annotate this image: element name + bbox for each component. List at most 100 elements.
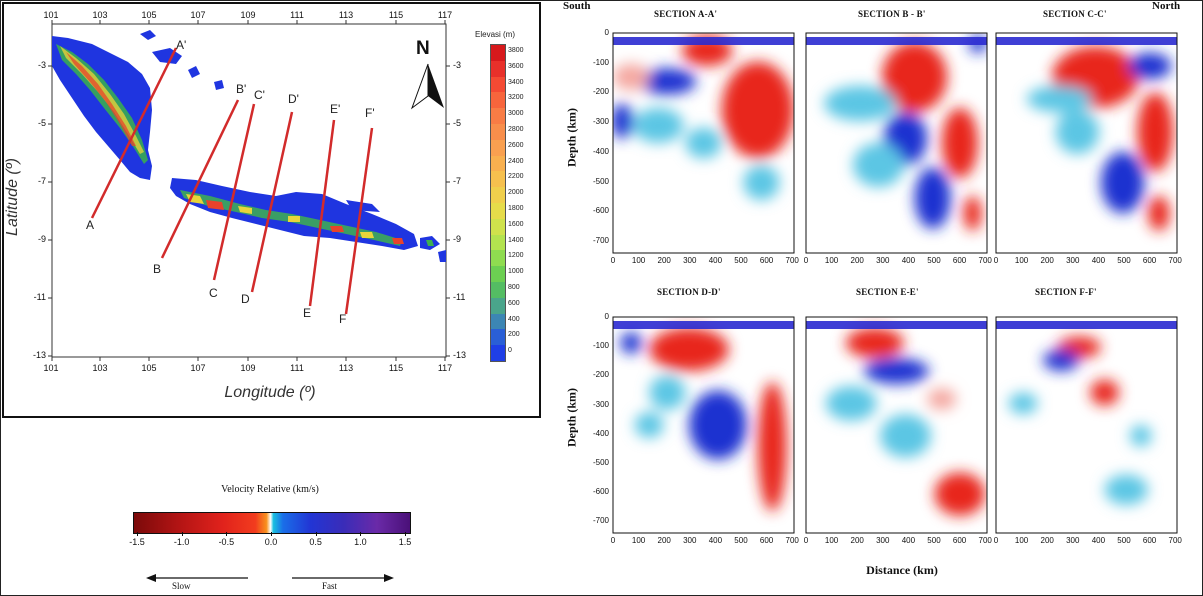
elev-swatch: [491, 60, 505, 78]
section-ytick: -400: [592, 146, 609, 156]
velocity-anomaly: [632, 107, 684, 143]
north-label-sections: North: [1152, 0, 1181, 12]
elev-swatch: [491, 234, 505, 251]
profile-label-d: D: [241, 292, 250, 306]
section-xtick: 100: [1014, 256, 1029, 265]
velocity-tick-label: -1.5: [129, 537, 145, 547]
section-ytick: -700: [592, 516, 609, 526]
elev-tick-label: 1600: [508, 220, 524, 228]
map-xtick-top-8: 117: [437, 10, 453, 20]
elev-swatch: [491, 155, 505, 172]
elev-tick-label: 2800: [508, 125, 524, 133]
elev-tick-label: 200: [508, 331, 520, 339]
elev-tick-label: 1400: [508, 236, 524, 244]
map-xtick-top-7: 115: [388, 10, 404, 20]
section-frame: [612, 316, 795, 534]
map-ytick-2: -7: [37, 176, 46, 186]
elev-tick-label: 800: [508, 283, 520, 291]
map-ytick-5: -13: [32, 350, 46, 360]
section-panel: [612, 316, 795, 534]
map-xtick-top-5: 111: [290, 10, 304, 20]
section-xtick: 400: [1091, 536, 1106, 545]
profile-line-f: [344, 127, 374, 315]
section-xtick: 400: [901, 536, 916, 545]
velocity-anomaly: [743, 165, 780, 201]
section-xtick: 200: [657, 536, 671, 545]
left-arrow-icon: [146, 574, 156, 582]
velocity-tick-mark: [181, 532, 183, 536]
velocity-anomaly: [1148, 195, 1170, 231]
velocity-anomaly: [934, 472, 986, 516]
velocity-anomaly: [634, 412, 664, 438]
section-frame: [995, 316, 1178, 534]
elev-tick-label: 1000: [508, 268, 524, 276]
velocity-tick-label: 0.0: [264, 537, 278, 547]
profile-line-b: [160, 99, 240, 259]
profile-label-f-prime: F': [365, 106, 375, 120]
section-xtick: 500: [734, 536, 748, 545]
map-xtick-top-1: 103: [92, 10, 108, 20]
section-ytick: -200: [592, 87, 609, 97]
elev-tick-label: 3600: [508, 62, 524, 70]
elev-tick-label: 1200: [508, 252, 524, 260]
profile-line-e: [308, 119, 336, 307]
section-xtick: 500: [927, 536, 941, 545]
elev-swatch: [491, 124, 505, 141]
velocity-anomaly: [882, 41, 948, 113]
profile-label-b: B: [153, 262, 162, 276]
map-ticks: [48, 20, 450, 361]
section-xtick: 200: [1040, 256, 1054, 265]
elev-tick-label: 600: [508, 299, 520, 307]
profile-label-b-prime: B': [236, 82, 247, 96]
elev-swatch: [491, 266, 505, 283]
section-xtick: 400: [1091, 256, 1106, 265]
section-xtick: 600: [759, 256, 774, 265]
map-xtick-top-4: 109: [240, 10, 256, 20]
velocity-tick-list: -1.5 -1.0 -0.5 0.0 0.5 1.0 1.5: [129, 532, 411, 548]
section-ytick: -500: [592, 457, 609, 467]
map-xtick-6: 113: [338, 363, 354, 373]
section-xtick: 500: [1117, 536, 1131, 545]
section-xtick: 700: [785, 536, 799, 545]
section-xtick: 200: [850, 536, 864, 545]
elev-tick-label: 400: [508, 315, 520, 323]
velocity-anomaly: [1055, 110, 1100, 154]
section-ytick: -400: [592, 428, 609, 438]
velocity-anomaly: [649, 375, 686, 410]
velocity-anomaly: [1100, 151, 1145, 214]
section-xtick: 700: [785, 256, 799, 265]
profile-label-a: A: [86, 218, 95, 232]
profile-line-c: [212, 103, 256, 281]
section-title-d: SECTION D-D': [657, 287, 721, 297]
section-xtick: 0: [610, 256, 616, 265]
section-ytick: -100: [592, 57, 609, 67]
velocity-tick-mark: [137, 532, 138, 536]
section-title-b: SECTION B - B': [858, 9, 926, 19]
velocity-anomaly: [1026, 85, 1092, 113]
velocity-anomaly: [685, 127, 722, 159]
elev-swatch: [491, 139, 505, 157]
section-xtick: 300: [1066, 256, 1080, 265]
elev-tick-list: 3800 3600 3400 3200 3000 2800 2600 2400 2200 2000…: [508, 44, 540, 360]
map-xtick-top-3: 107: [190, 10, 206, 20]
elev-tick-label: 3200: [508, 94, 524, 102]
section-panel: [805, 316, 988, 534]
section-xtick: 300: [683, 256, 697, 265]
section-xtick: 400: [708, 256, 723, 265]
elev-swatch: [491, 345, 505, 362]
profile-line-a: [90, 47, 178, 219]
profile-label-e: E: [303, 306, 312, 320]
slow-label: Slow: [172, 581, 191, 591]
velocity-tick-mark: [360, 532, 362, 536]
depth-label-bottom: Depth (km): [564, 388, 579, 447]
map-ytick-right-5: -13: [453, 350, 467, 360]
section-xtick: 700: [978, 256, 992, 265]
map-ytick-0: -3: [37, 60, 46, 70]
map-ytick-4: -11: [33, 292, 46, 302]
map-xtick-1: 103: [92, 363, 108, 373]
slow-fast-arrows: [146, 574, 394, 582]
section-ytick: -300: [592, 399, 609, 409]
profile-label-d-prime: D': [288, 92, 299, 106]
velocity-legend-title: Velocity Relative (km/s): [221, 484, 319, 495]
